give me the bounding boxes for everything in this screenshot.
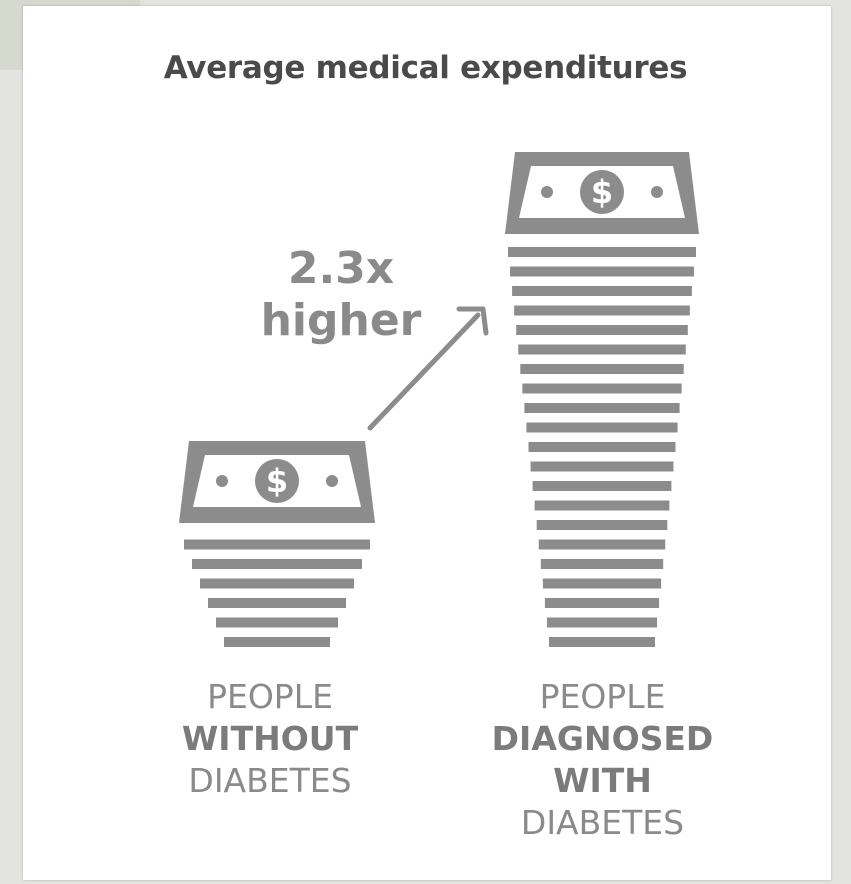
money-stack-line bbox=[514, 305, 690, 316]
multiplier-annotation: 2.3x higher bbox=[226, 243, 456, 347]
money-stack-line bbox=[536, 520, 668, 530]
dollar-bill-icon: $ bbox=[505, 152, 699, 234]
money-stack-line bbox=[524, 403, 680, 413]
money-stack-line bbox=[540, 559, 664, 569]
arrow-up-right-icon bbox=[367, 306, 489, 431]
money-stack-line bbox=[542, 578, 662, 589]
money-stack: $ bbox=[505, 152, 699, 647]
label-line: PEOPLE bbox=[207, 677, 333, 716]
money-stack-line bbox=[224, 637, 330, 647]
money-stack-line bbox=[516, 325, 688, 335]
money-stack-line bbox=[184, 539, 370, 550]
money-stack-line bbox=[200, 578, 354, 589]
label-line: DIABETES bbox=[520, 803, 685, 842]
svg-text:$: $ bbox=[591, 173, 613, 211]
label-line: PEOPLE bbox=[539, 677, 666, 716]
dollar-bill-icon: $ bbox=[179, 441, 375, 523]
label-line: WITH bbox=[553, 761, 652, 800]
money-stack-line bbox=[522, 383, 682, 394]
money-stack-line bbox=[532, 481, 672, 491]
money-stack-line bbox=[520, 364, 684, 374]
money-stack-line bbox=[544, 598, 660, 608]
money-stack-line bbox=[510, 266, 694, 277]
money-stack-line bbox=[528, 442, 676, 452]
money-stack-line bbox=[216, 617, 338, 628]
multiplier-word: higher bbox=[260, 295, 422, 346]
money-stack-line bbox=[530, 461, 674, 472]
money-stack: $ bbox=[179, 441, 375, 647]
money-stack-line bbox=[549, 637, 655, 647]
money-stack-line bbox=[192, 559, 362, 569]
chart-title: Average medical expenditures bbox=[163, 50, 688, 86]
money-stack-line bbox=[208, 598, 346, 608]
category-label-without-diabetes: PEOPLE WITHOUT DIABETES bbox=[160, 676, 380, 802]
label-line: WITHOUT bbox=[181, 719, 359, 758]
money-stack-line bbox=[546, 617, 658, 628]
category-label-with-diabetes: PEOPLE DIAGNOSED WITH DIABETES bbox=[470, 676, 735, 844]
money-stack-line bbox=[508, 247, 696, 257]
money-stack-line bbox=[526, 422, 678, 433]
label-line: DIABETES bbox=[188, 761, 352, 800]
svg-text:$: $ bbox=[266, 462, 288, 500]
label-line: DIAGNOSED bbox=[491, 719, 714, 758]
money-stack-line bbox=[512, 286, 692, 296]
infographic-card bbox=[23, 6, 831, 880]
money-stack-line bbox=[518, 344, 686, 355]
money-stack-line bbox=[534, 500, 670, 511]
multiplier-value: 2.3x bbox=[287, 243, 395, 294]
money-stacks: $$ bbox=[179, 152, 699, 647]
money-stack-line bbox=[538, 539, 666, 550]
